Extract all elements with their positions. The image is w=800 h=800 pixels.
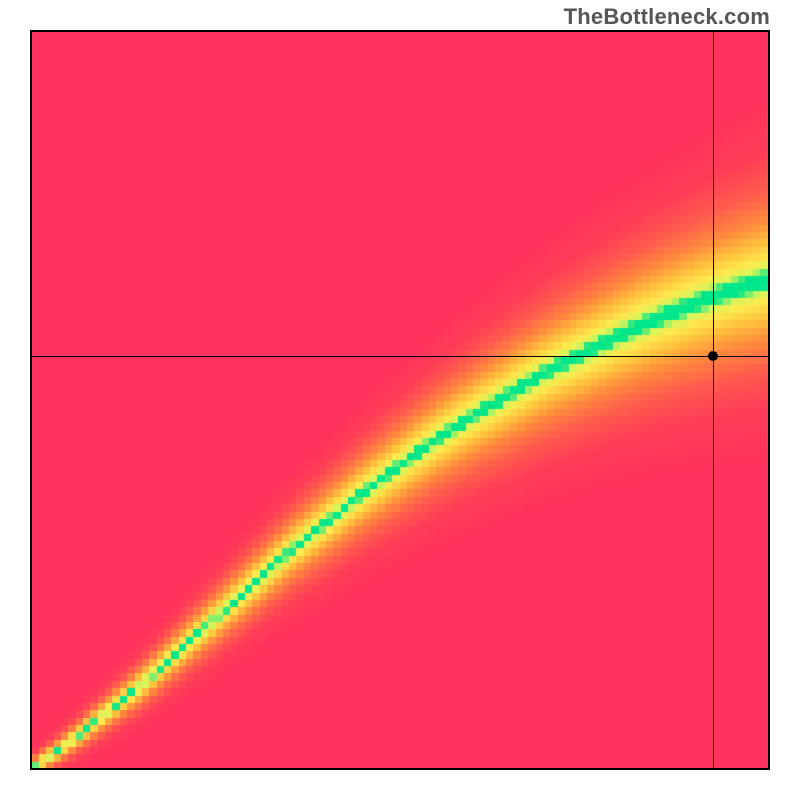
attribution-label: TheBottleneck.com: [564, 4, 770, 30]
crosshair-marker-dot: [708, 351, 718, 361]
plot-frame: [30, 30, 770, 770]
bottleneck-heatmap: [32, 32, 768, 768]
page-root: TheBottleneck.com: [0, 0, 800, 800]
crosshair-vertical-line: [713, 32, 714, 768]
crosshair-horizontal-line: [32, 356, 768, 357]
